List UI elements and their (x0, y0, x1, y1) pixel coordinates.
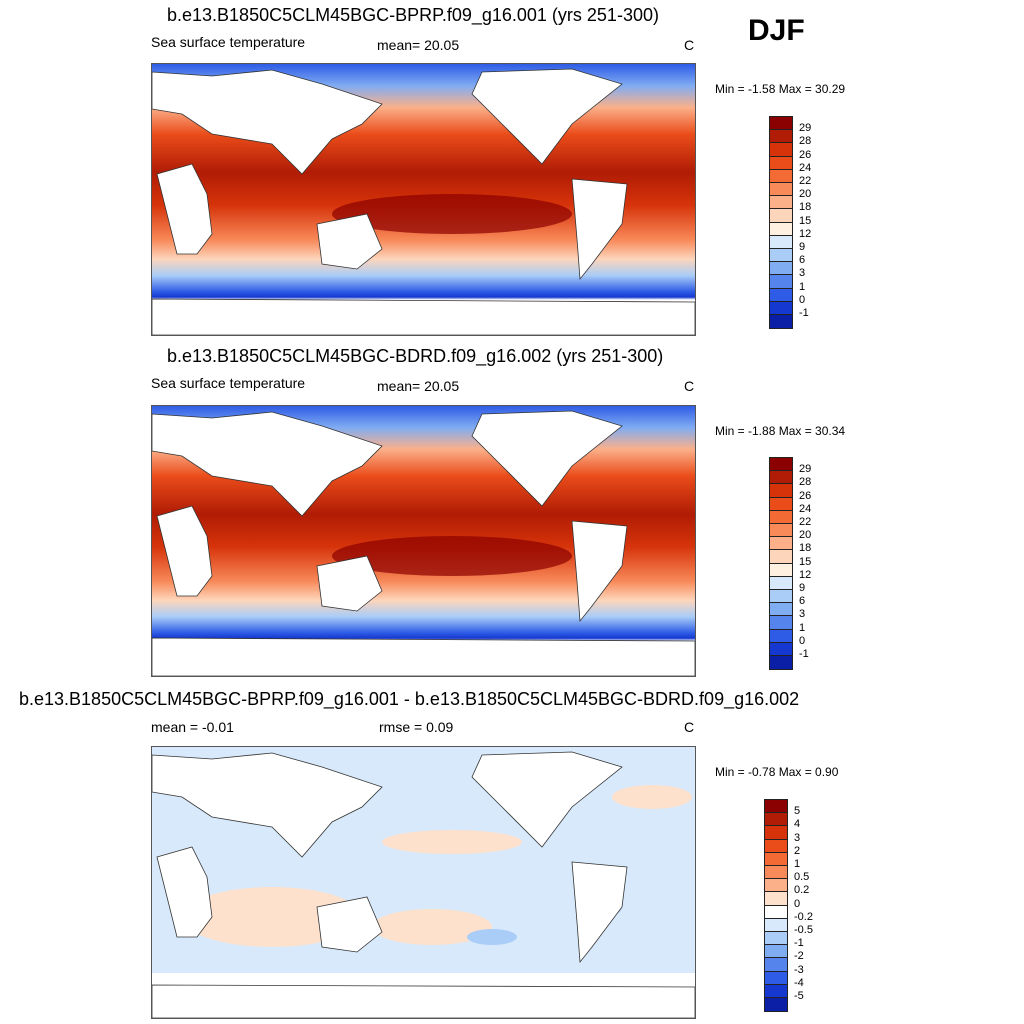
panel2-title: b.e13.B1850C5CLM45BGC-BDRD.f09_g16.002 (… (167, 346, 664, 366)
south-america (571, 178, 628, 281)
colorbar-label: -3 (794, 963, 804, 976)
panel1-map (151, 63, 696, 336)
panel3-map (151, 746, 696, 1019)
colorbar-label: 0.5 (794, 871, 810, 884)
colorbar-label: 3 (799, 608, 806, 621)
colorbar-label: 3 (794, 831, 801, 844)
colorbar-label: 6 (799, 595, 806, 608)
panel3-rmse-label: rmse = 0.09 (379, 719, 454, 735)
colorbar-label: -1 (799, 307, 809, 319)
panel2-map (151, 405, 696, 677)
africa (156, 505, 213, 597)
colorbar-label: 0 (799, 293, 806, 306)
colorbar-label: 5 (794, 805, 801, 818)
colorbar-label: 20 (799, 529, 812, 542)
colorbar-label: 22 (799, 516, 812, 528)
colorbar-label: 15 (799, 214, 812, 227)
eurasia (152, 752, 383, 858)
panel1-map-canvas (152, 64, 695, 335)
colorbar-label: 29 (799, 463, 812, 476)
north-america (471, 410, 623, 507)
antarctica (152, 984, 695, 1018)
north-america (471, 751, 623, 848)
panel3-map-canvas (152, 747, 695, 1018)
australia (316, 896, 383, 953)
colorbar-label: -0.5 (794, 924, 813, 936)
colorbar-label: 1 (799, 621, 806, 634)
colorbar-label: 28 (799, 476, 812, 489)
colorbar-swatch (764, 997, 788, 1013)
panel3-title: b.e13.B1850C5CLM45BGC-BPRP.f09_g16.001 -… (19, 689, 800, 709)
africa (156, 163, 213, 255)
colorbar-label: -5 (794, 990, 804, 1002)
eurasia (152, 69, 383, 175)
colorbar-label: 12 (799, 227, 812, 240)
season-label: DJF (748, 14, 805, 47)
colorbar-label: 24 (799, 161, 812, 174)
colorbar-label: 0 (794, 897, 801, 910)
panel1-mean-label: mean= 20.05 (377, 37, 460, 53)
colorbar-label: 0 (799, 634, 806, 647)
colorbar-label: -1 (794, 937, 804, 950)
colorbar-label: 9 (799, 241, 806, 253)
colorbar-label: -4 (794, 976, 804, 989)
colorbar-swatch (769, 314, 793, 330)
colorbar-label: 22 (799, 175, 812, 187)
panel2-mean-label: mean= 20.05 (377, 378, 460, 394)
antarctica (152, 637, 695, 676)
colorbar-label: 28 (799, 135, 812, 148)
colorbar-label: 12 (799, 568, 812, 581)
south-america (571, 861, 628, 964)
panel1-title: b.e13.B1850C5CLM45BGC-BPRP.f09_g16.001 (… (167, 5, 659, 25)
panel2-units-label: C (684, 378, 695, 394)
australia (316, 555, 383, 612)
australia (316, 213, 383, 270)
colorbar-label: 3 (799, 267, 806, 280)
panel1-variable-label: Sea surface temperature (151, 34, 306, 50)
colorbar-swatch (769, 655, 793, 671)
south-america (571, 520, 628, 623)
panel2-variable-label: Sea surface temperature (151, 375, 306, 391)
continents (152, 751, 695, 1018)
warm-pool (332, 194, 572, 234)
colorbar-label: -0.2 (794, 910, 813, 923)
colorbar-label: 18 (799, 542, 812, 555)
colorbar-label: 2 (794, 844, 801, 857)
colorbar-label: -1 (799, 648, 809, 660)
colorbar-label: 4 (794, 818, 801, 831)
panel1-units-label: C (684, 37, 695, 53)
colorbar-label: 1 (794, 858, 801, 870)
north-america (471, 68, 623, 165)
panel2-map-canvas (152, 406, 695, 676)
colorbar-label: 9 (799, 582, 806, 594)
antarctica (152, 298, 695, 335)
colorbar-label: 20 (799, 188, 812, 201)
colorbar-label: 24 (799, 502, 812, 515)
warm-pool (332, 536, 572, 576)
colorbar-label: 26 (799, 489, 812, 502)
continents (152, 68, 695, 335)
panel1-minmax-label: Min = -1.58 Max = 30.29 (715, 82, 846, 96)
colorbar-label: 26 (799, 148, 812, 161)
panel3-units-label: C (684, 719, 695, 735)
colorbar-label: 0.2 (794, 884, 810, 897)
colorbar-label: 6 (799, 254, 806, 267)
eurasia (152, 411, 383, 517)
colorbar-label: 15 (799, 555, 812, 568)
continents (152, 410, 695, 676)
colorbar-label: 29 (799, 122, 812, 135)
panel2-minmax-label: Min = -1.88 Max = 30.34 (715, 424, 846, 438)
colorbar-label: -2 (794, 950, 804, 963)
panel3-mean-label: mean = -0.01 (151, 719, 234, 735)
panel3-minmax-label: Min = -0.78 Max = 0.90 (715, 765, 839, 779)
africa (156, 846, 213, 938)
colorbar-label: 1 (799, 280, 806, 293)
colorbar-label: 18 (799, 201, 812, 214)
